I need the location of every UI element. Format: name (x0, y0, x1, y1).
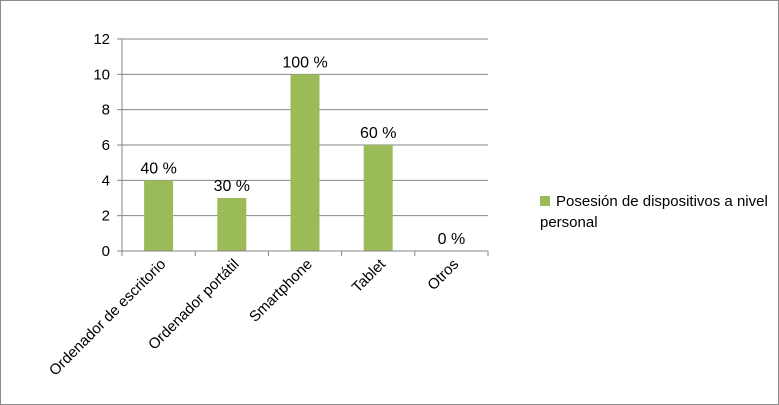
legend-label: Posesión de dispositivos a nivel persona… (540, 193, 768, 231)
bar (363, 145, 393, 251)
bar (217, 198, 247, 251)
y-axis: 0 2 4 6 8 10 12 (93, 31, 123, 260)
bar (290, 74, 320, 251)
x-category-label: Tablet (349, 255, 390, 296)
bar (144, 180, 174, 251)
x-category-label: Ordenador de escritorio (46, 256, 169, 379)
legend-swatch (540, 196, 550, 206)
data-label: 60 % (360, 125, 396, 142)
x-category-label: Otros (424, 256, 462, 294)
y-tick-label: 10 (93, 66, 110, 83)
y-tick-label: 12 (93, 31, 110, 48)
data-label: 30 % (214, 178, 250, 195)
y-tick-label: 0 (102, 243, 110, 260)
y-tick-label: 8 (102, 102, 110, 119)
y-tick-label: 2 (102, 208, 110, 225)
data-label: 0 % (438, 231, 466, 248)
x-category-label: Smartphone (246, 256, 316, 326)
data-label: 100 % (282, 54, 327, 71)
y-tick-label: 4 (102, 172, 110, 189)
y-tick-label: 6 (102, 137, 110, 154)
legend: Posesión de dispositivos a nivel persona… (540, 191, 770, 233)
data-labels: 40 % 30 % 100 % 60 % 0 % (140, 54, 465, 248)
data-label: 40 % (140, 160, 176, 177)
bars (144, 74, 393, 251)
